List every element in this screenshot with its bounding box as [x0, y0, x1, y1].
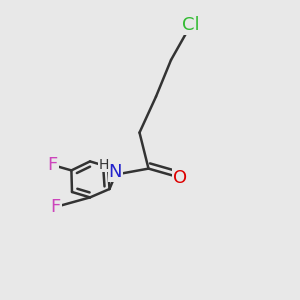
Text: F: F — [50, 198, 61, 216]
Text: F: F — [47, 156, 58, 174]
Text: H: H — [99, 158, 109, 172]
Text: O: O — [173, 169, 187, 187]
Text: Cl: Cl — [182, 16, 199, 34]
Text: N: N — [109, 163, 122, 181]
